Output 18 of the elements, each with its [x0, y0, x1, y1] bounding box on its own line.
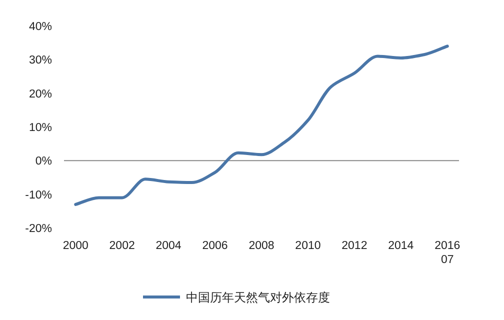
x-tick-label: 2012	[342, 240, 368, 252]
y-tick-label: -20%	[25, 223, 52, 235]
legend-label: 中国历年天然气对外依存度	[186, 290, 330, 304]
y-tick-label: 0%	[35, 156, 52, 168]
x-tick-label: 2014	[388, 240, 414, 252]
x-tick-label: 2008	[248, 240, 274, 252]
x-tick-label: 2002	[109, 240, 135, 252]
y-tick-label: 10%	[28, 122, 52, 134]
y-tick-label: 40%	[28, 21, 52, 33]
y-tick-label: 30%	[28, 54, 52, 67]
y-tick-label: 20%	[28, 88, 52, 100]
line-series	[74, 44, 449, 206]
y-tick-label: -10%	[25, 189, 52, 202]
x-tick-label: 2006	[202, 240, 228, 252]
x-tick-label: 2010	[295, 240, 321, 252]
x-tick-label: 2004	[156, 240, 182, 252]
x-tick-label: 2000	[62, 240, 88, 252]
x-tick-label: 2016 07	[434, 240, 460, 266]
